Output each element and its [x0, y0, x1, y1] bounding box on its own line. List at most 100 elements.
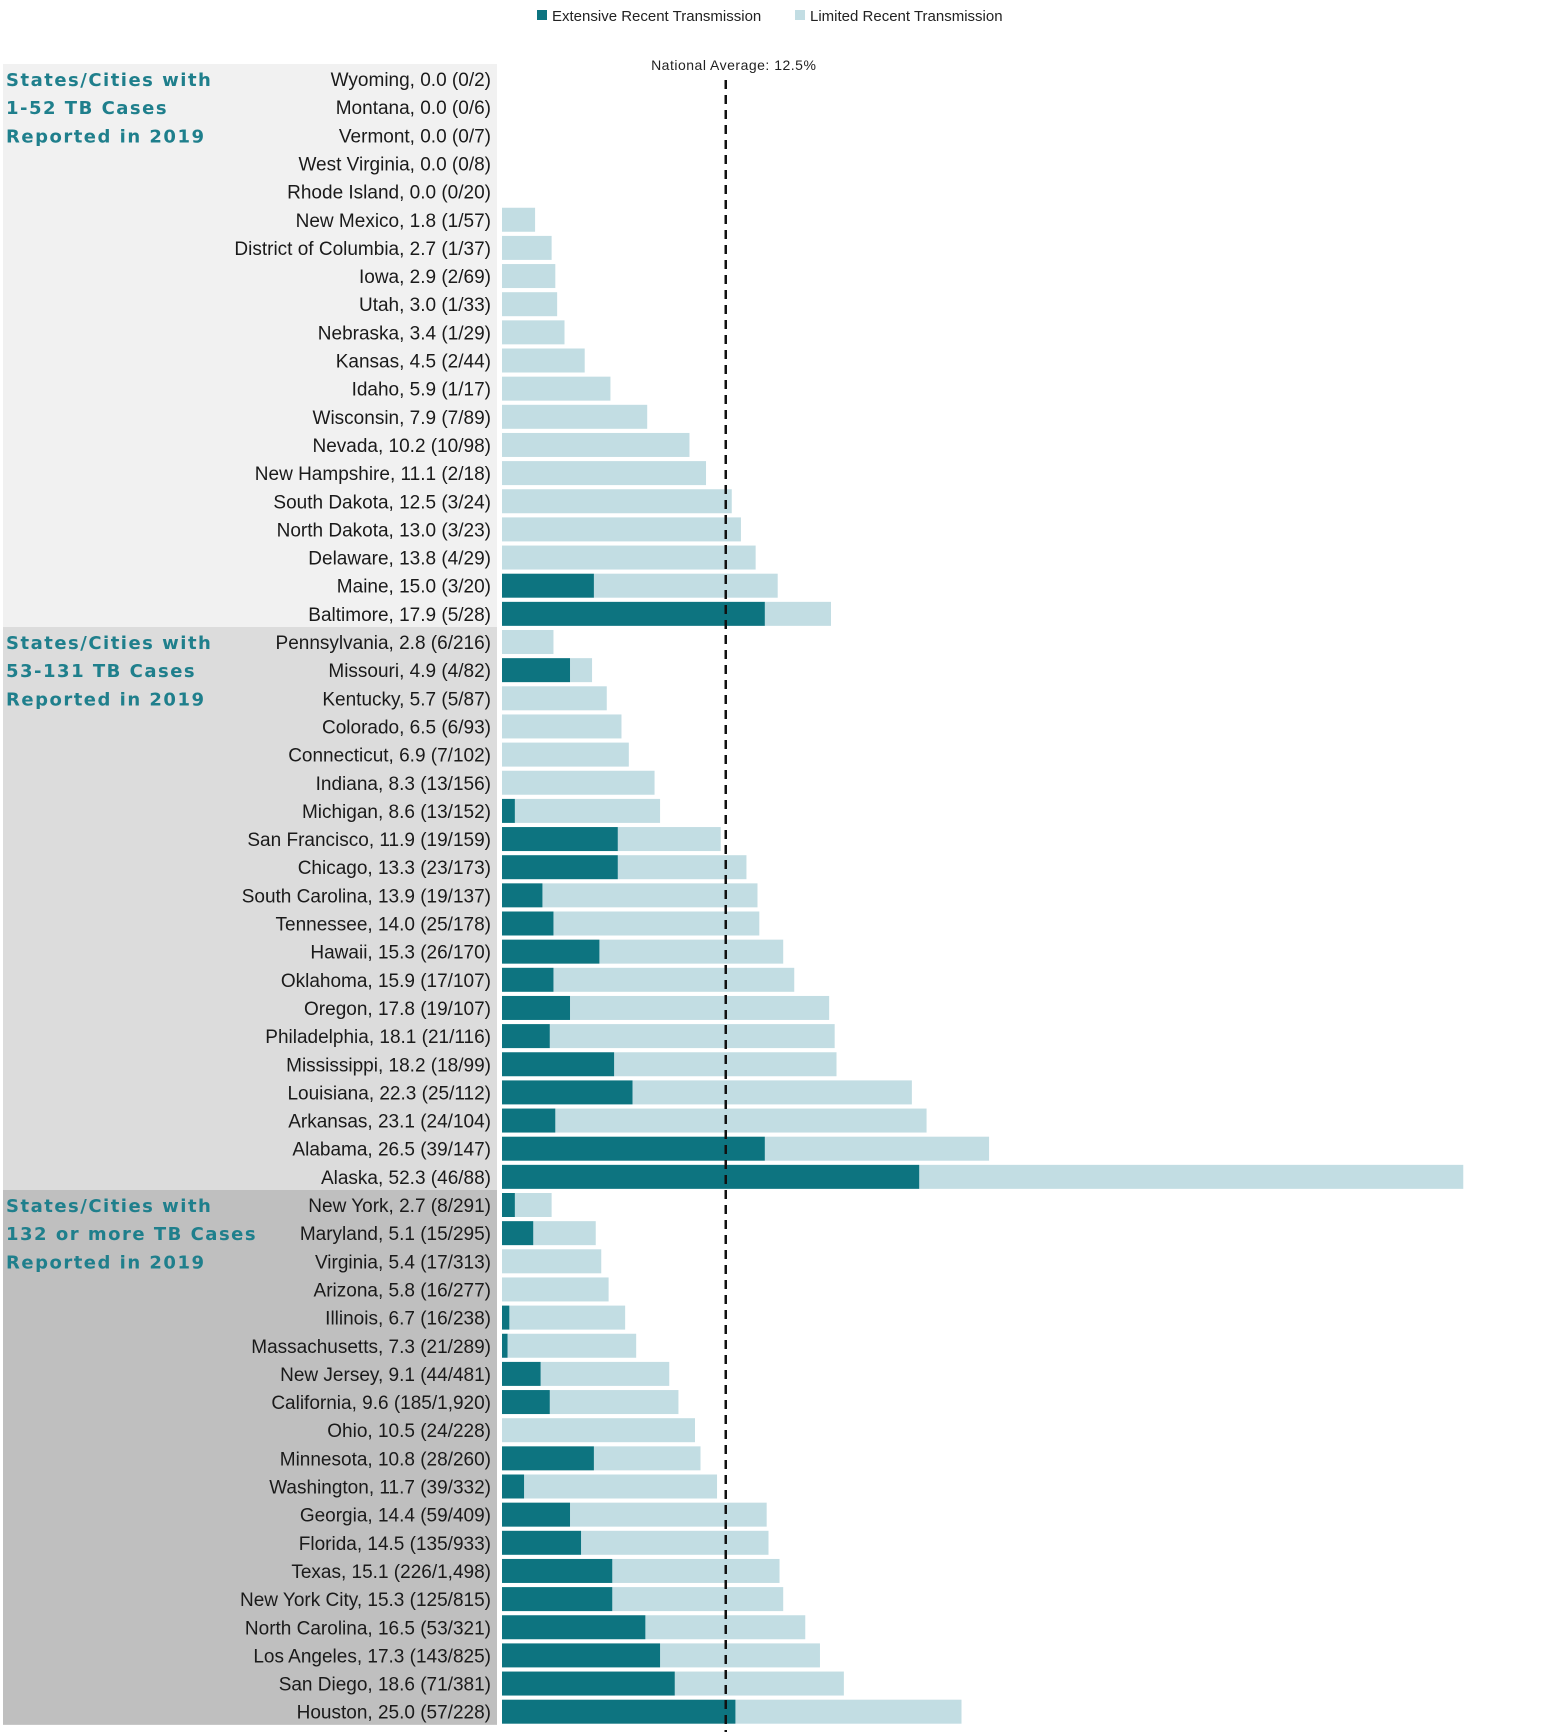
bar-extensive-transmission: [502, 1221, 534, 1246]
bar-limited-transmission: [502, 489, 732, 514]
bar-limited-transmission: [919, 1164, 1464, 1189]
group-label-line: Reported in 2019: [6, 1252, 206, 1273]
row-label: North Dakota, 13.0 (3/23): [277, 520, 491, 541]
row-label: Wisconsin, 7.9 (7/89): [313, 408, 491, 429]
bar-extensive-transmission: [502, 658, 571, 683]
group-label-line: States/Cities with: [6, 633, 212, 654]
row-label: Baltimore, 17.9 (5/28): [308, 605, 491, 626]
row-label: Iowa, 2.9 (2/69): [359, 267, 491, 288]
bar-limited-transmission: [502, 742, 629, 767]
bar-limited-transmission: [674, 1671, 844, 1696]
bar-limited-transmission: [612, 1587, 784, 1612]
row-label: Maine, 15.0 (3/20): [337, 577, 491, 598]
bar-limited-transmission: [514, 798, 661, 823]
row-label: Virginia, 5.4 (17/313): [315, 1252, 491, 1273]
bar-limited-transmission: [570, 658, 593, 683]
bar-limited-transmission: [593, 573, 778, 598]
row-label: Chicago, 13.3 (23/173): [298, 858, 491, 879]
group-background: [3, 627, 497, 1190]
row-labels: States/Cities with 1-52 TB Cases Reported …: [6, 70, 491, 1724]
bar-extensive-transmission: [502, 1671, 675, 1696]
bar-extensive-transmission: [502, 911, 554, 936]
group-label-line: States/Cities with: [6, 70, 212, 91]
row-label: Oregon, 17.8 (19/107): [304, 999, 491, 1020]
row-label: Texas, 15.1 (226/1,498): [291, 1562, 491, 1583]
bar-limited-transmission: [617, 855, 747, 880]
row-label: Alabama, 26.5 (39/147): [292, 1140, 491, 1161]
row-label: Indiana, 8.3 (13/156): [316, 774, 491, 795]
bar-extensive-transmission: [502, 1530, 582, 1555]
bar-limited-transmission: [502, 432, 690, 457]
bar-limited-transmission: [502, 517, 741, 542]
bar-extensive-transmission: [502, 1080, 633, 1105]
bar-extensive-transmission: [502, 573, 594, 598]
row-label: New York City, 15.3 (125/815): [240, 1590, 491, 1611]
bar-limited-transmission: [509, 1305, 626, 1330]
row-label: North Carolina, 16.5 (53/321): [245, 1618, 491, 1639]
bar-extensive-transmission: [502, 601, 765, 626]
row-label: New Jersey, 9.1 (44/481): [280, 1365, 491, 1386]
row-label: Delaware, 13.8 (4/29): [308, 549, 491, 570]
group-label-line: Reported in 2019: [6, 689, 206, 710]
row-label: Minnesota, 10.8 (28/260): [280, 1449, 491, 1470]
bar-extensive-transmission: [502, 1446, 594, 1471]
row-label: Philadelphia, 18.1 (21/116): [265, 1027, 491, 1048]
row-label: Rhode Island, 0.0 (0/20): [287, 183, 491, 204]
bar-extensive-transmission: [502, 1193, 515, 1217]
bar-limited-transmission: [553, 911, 760, 936]
bar-limited-transmission: [502, 1418, 695, 1443]
bar-limited-transmission: [502, 545, 756, 570]
row-label: New Mexico, 1.8 (1/57): [296, 211, 491, 232]
bar-limited-transmission: [502, 235, 552, 260]
bar-extensive-transmission: [502, 967, 554, 992]
row-label: South Dakota, 12.5 (3/24): [273, 492, 491, 513]
bar-limited-transmission: [502, 207, 536, 232]
bar-extensive-transmission: [502, 1615, 646, 1640]
national-average: National Average: 12.5%: [651, 57, 816, 1732]
row-label: Kansas, 4.5 (2/44): [336, 352, 491, 373]
bar-extensive-transmission: [502, 1361, 541, 1386]
bar-limited-transmission: [549, 1390, 679, 1415]
bar-limited-transmission: [502, 348, 585, 373]
bar-limited-transmission: [660, 1643, 820, 1668]
bar-limited-transmission: [612, 1558, 780, 1583]
row-label: California, 9.6 (185/1,920): [271, 1393, 491, 1414]
bar-extensive-transmission: [502, 1643, 661, 1668]
bar-extensive-transmission: [502, 827, 618, 852]
bar-limited-transmission: [553, 967, 795, 992]
row-label: Idaho, 5.9 (1/17): [352, 380, 491, 401]
row-label: Mississippi, 18.2 (18/99): [286, 1055, 491, 1076]
row-label: Vermont, 0.0 (0/7): [339, 126, 491, 147]
row-label: Wyoming, 0.0 (0/2): [331, 70, 491, 91]
group-backgrounds: [3, 64, 497, 1725]
bar-extensive-transmission: [502, 939, 600, 964]
bar-extensive-transmission: [502, 995, 571, 1020]
bar-limited-transmission: [502, 264, 556, 289]
row-label: New Hampshire, 11.1 (2/18): [255, 464, 491, 485]
row-label: Florida, 14.5 (135/933): [299, 1534, 491, 1555]
bar-limited-transmission: [593, 1446, 701, 1471]
bar-extensive-transmission: [502, 1390, 550, 1415]
bar-limited-transmission: [599, 939, 784, 964]
bar-extensive-transmission: [502, 1024, 550, 1049]
row-label: San Diego, 18.6 (71/381): [279, 1675, 491, 1696]
bar-limited-transmission: [540, 1361, 670, 1386]
bar-extensive-transmission: [502, 1474, 525, 1499]
bar-extensive-transmission: [502, 1699, 736, 1724]
bar-extensive-transmission: [502, 855, 618, 880]
row-label: Connecticut, 6.9 (7/102): [288, 746, 491, 767]
bar-extensive-transmission: [502, 1136, 765, 1161]
row-label: Tennessee, 14.0 (25/178): [276, 915, 492, 936]
bar-limited-transmission: [764, 601, 832, 626]
group-background: [3, 64, 497, 627]
row-label: Nebraska, 3.4 (1/29): [318, 323, 491, 344]
row-label: Washington, 11.7 (39/332): [269, 1478, 491, 1499]
bar-limited-transmission: [502, 714, 622, 739]
national-average-label: National Average: 12.5%: [651, 57, 816, 73]
row-label: San Francisco, 11.9 (19/159): [247, 830, 491, 851]
bar-limited-transmission: [735, 1699, 962, 1724]
legend-swatch-limited: [795, 10, 805, 20]
group-background: [3, 1190, 497, 1725]
legend-label-extensive: Extensive Recent Transmission: [552, 8, 761, 25]
